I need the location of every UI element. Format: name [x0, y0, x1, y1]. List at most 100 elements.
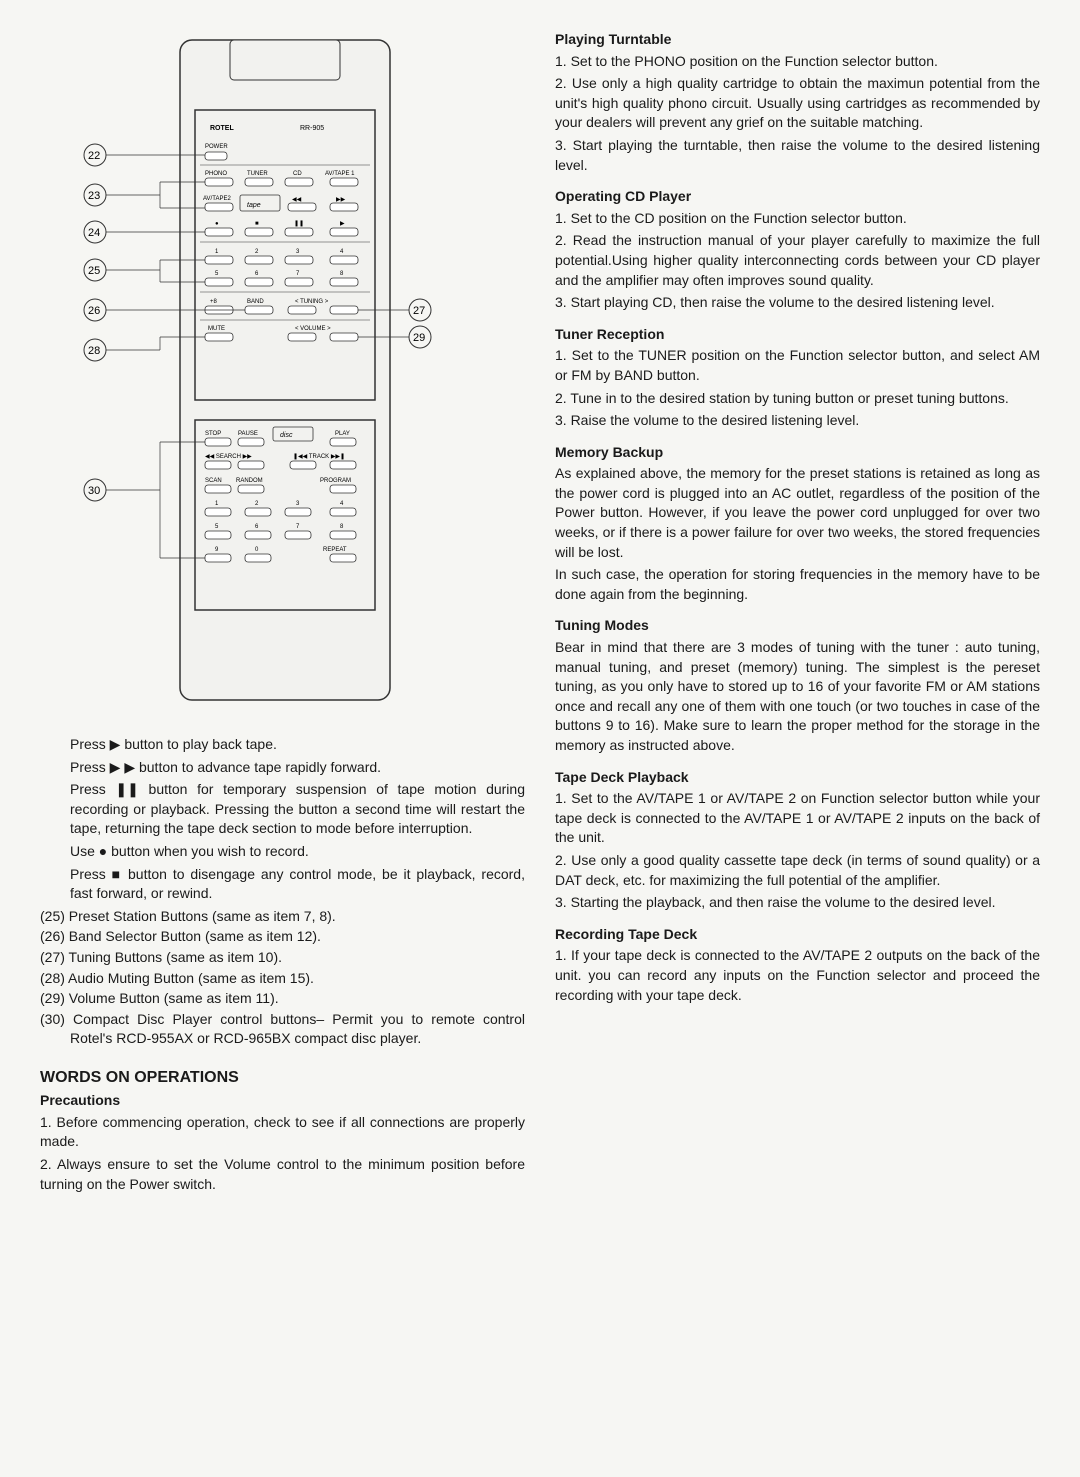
ff-label: ▶▶ [336, 197, 346, 203]
src-avtape1: AV/TAPE 1 [325, 171, 355, 177]
avtape1-button[interactable] [330, 178, 358, 186]
cd-pause-button[interactable] [238, 438, 264, 446]
avtape2-button[interactable] [205, 203, 233, 211]
tuner-button[interactable] [245, 178, 273, 186]
preset-5-button[interactable] [205, 278, 233, 286]
cd-1: 1. Set to the CD position on the Functio… [555, 209, 1040, 229]
precautions-1: 1. Before commencing operation, check to… [40, 1113, 525, 1152]
svg-text:25: 25 [88, 265, 100, 277]
svg-text:29: 29 [413, 332, 425, 344]
cd-repeat-label: REPEAT [323, 547, 347, 553]
cd-play-label: PLAY [335, 431, 350, 437]
cd-3: 3. Start playing CD, then raise the volu… [555, 293, 1040, 313]
rec-icon: ● [215, 221, 219, 227]
cd-program-label: PROGRAM [320, 478, 351, 484]
precautions-title: Precautions [40, 1091, 525, 1111]
pause-icon: ❚❚ [294, 220, 304, 227]
page-container: ROTEL RR-905 POWER PHONO TUNER CD AV/TAP… [40, 30, 1040, 1197]
item-27: (27) Tuning Buttons (same as item 10). [40, 948, 525, 968]
turntable-1: 1. Set to the PHONO position on the Func… [555, 52, 1040, 72]
brand-label: ROTEL [210, 125, 234, 132]
tuning-up-button[interactable] [330, 306, 358, 314]
press-line-1: Press ▶ button to play back tape. [70, 735, 525, 755]
tuning-modes-title: Tuning Modes [555, 616, 1040, 636]
cd-1-button[interactable] [205, 508, 231, 516]
svg-text:28: 28 [88, 345, 100, 357]
preset-8-button[interactable] [330, 278, 358, 286]
cd-play-button[interactable] [330, 438, 356, 446]
cd-5-button[interactable] [205, 531, 231, 539]
play-button[interactable] [330, 228, 358, 236]
turntable-title: Playing Turntable [555, 30, 1040, 50]
rew-button[interactable] [288, 203, 316, 211]
tape-badge: tape [247, 202, 261, 209]
tuning-1: Bear in mind that there are 3 modes of t… [555, 638, 1040, 756]
remote-diagram: ROTEL RR-905 POWER PHONO TUNER CD AV/TAP… [40, 30, 525, 710]
press-line-2: Press ▶ ▶ button to advance tape rapidly… [70, 758, 525, 778]
preset-7-button[interactable] [285, 278, 313, 286]
left-column: ROTEL RR-905 POWER PHONO TUNER CD AV/TAP… [40, 30, 525, 1197]
ff-button[interactable] [330, 203, 358, 211]
turntable-2: 2. Use only a high quality cartridge to … [555, 74, 1040, 133]
item-28: (28) Audio Muting Button (same as item 1… [40, 969, 525, 989]
stop-button[interactable] [245, 228, 273, 236]
memory-title: Memory Backup [555, 443, 1040, 463]
cd-search-fwd-button[interactable] [238, 461, 264, 469]
press-line-3: Press ❚❚ button for temporary suspension… [70, 780, 525, 839]
cd-3-button[interactable] [285, 508, 311, 516]
cd-track-fwd-button[interactable] [330, 461, 356, 469]
cd-2-button[interactable] [245, 508, 271, 516]
vol-up-button[interactable] [330, 333, 358, 341]
svg-text:22: 22 [88, 150, 100, 162]
vol-down-button[interactable] [288, 333, 316, 341]
tuner-2: 2. Tune in to the desired station by tun… [555, 389, 1040, 409]
cd-repeat-button[interactable] [330, 554, 356, 562]
cd-random-button[interactable] [238, 485, 264, 493]
cd-title: Operating CD Player [555, 187, 1040, 207]
preset-6-button[interactable] [245, 278, 273, 286]
preset-2-button[interactable] [245, 256, 273, 264]
tape-3: 3. Starting the playback, and then raise… [555, 893, 1040, 913]
tape-title: Tape Deck Playback [555, 768, 1040, 788]
cd-search-back-button[interactable] [205, 461, 231, 469]
cd-8-button[interactable] [330, 531, 356, 539]
pause-button[interactable] [285, 228, 313, 236]
cd-random-label: RANDOM [236, 478, 263, 484]
rew-label: ◀◀ [292, 197, 302, 203]
item-25: (25) Preset Station Buttons (same as ite… [40, 907, 525, 927]
rec-1: 1. If your tape deck is connected to the… [555, 946, 1040, 1005]
phono-button[interactable] [205, 178, 233, 186]
cd-9-button[interactable] [205, 554, 231, 562]
mute-button[interactable] [205, 333, 233, 341]
cd-7-button[interactable] [285, 531, 311, 539]
tuner-title: Tuner Reception [555, 325, 1040, 345]
cd-track-back-button[interactable] [290, 461, 316, 469]
band-label: BAND [247, 299, 264, 305]
avtape2-label: AV/TAPE2 [203, 196, 231, 202]
tuning-down-button[interactable] [288, 306, 316, 314]
cd-6-button[interactable] [245, 531, 271, 539]
words-on-operations-heading: WORDS ON OPERATIONS [40, 1067, 525, 1089]
power-button[interactable] [205, 152, 227, 160]
rec-button[interactable] [205, 228, 233, 236]
press-line-4: Use ● button when you wish to record. [70, 842, 525, 862]
press-line-5: Press ■ button to disengage any control … [70, 865, 525, 904]
mute-label: MUTE [208, 326, 225, 332]
tape-1: 1. Set to the AV/TAPE 1 or AV/TAPE 2 on … [555, 789, 1040, 848]
band-button[interactable] [245, 306, 273, 314]
preset-1-button[interactable] [205, 256, 233, 264]
preset-4-button[interactable] [330, 256, 358, 264]
cd-search-label: ◀◀ SEARCH ▶▶ [205, 454, 252, 460]
cd-scan-button[interactable] [205, 485, 231, 493]
cd-program-button[interactable] [330, 485, 356, 493]
cd-stop-button[interactable] [205, 438, 231, 446]
cd-0-button[interactable] [245, 554, 271, 562]
cd-button[interactable] [285, 178, 313, 186]
svg-text:27: 27 [413, 305, 425, 317]
cd-stop-label: STOP [205, 431, 221, 437]
svg-text:30: 30 [88, 485, 100, 497]
svg-text:26: 26 [88, 305, 100, 317]
src-phono: PHONO [205, 171, 227, 177]
cd-4-button[interactable] [330, 508, 356, 516]
preset-3-button[interactable] [285, 256, 313, 264]
